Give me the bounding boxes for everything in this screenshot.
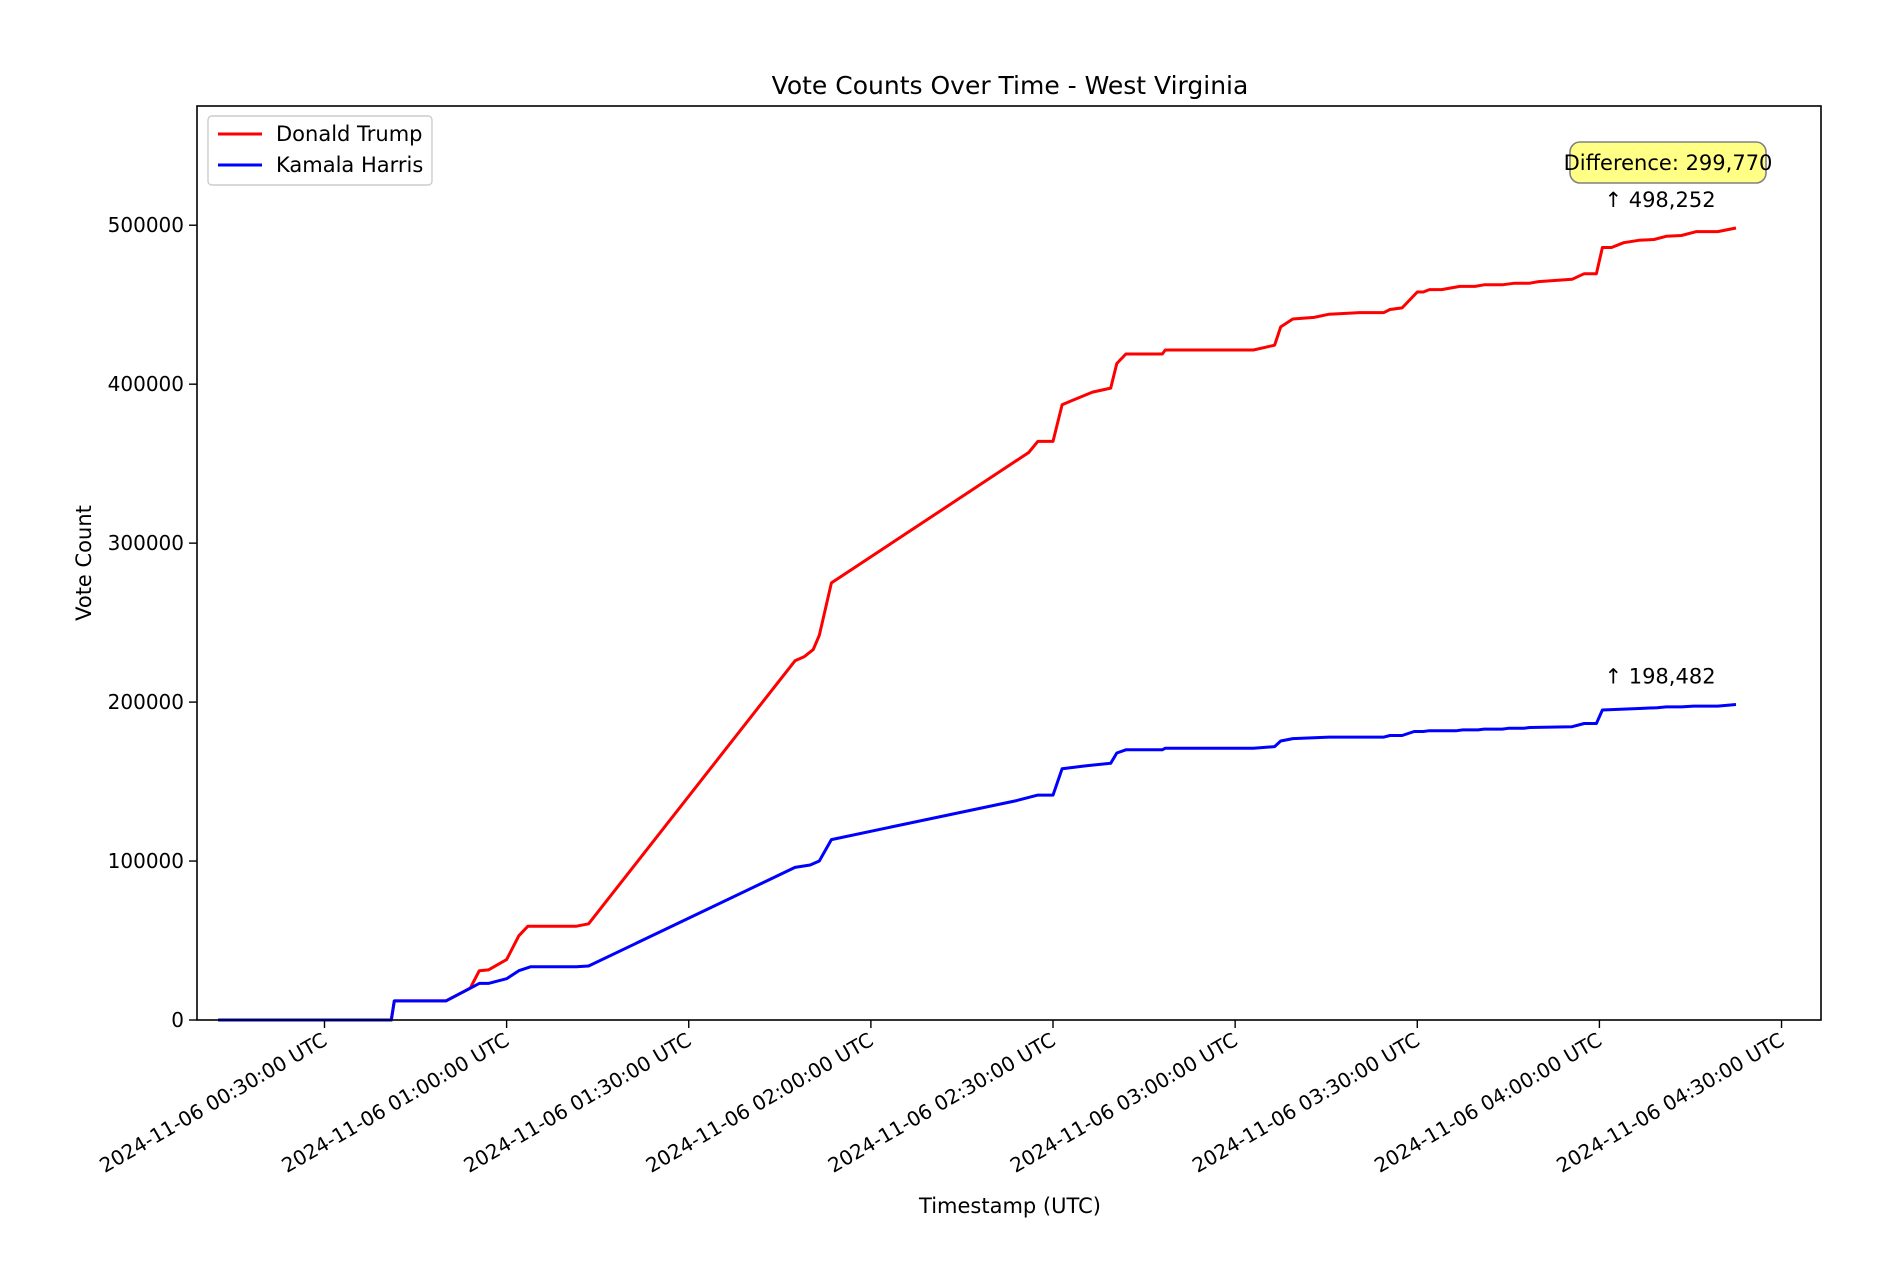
- legend: Donald Trump Kamala Harris: [207, 115, 433, 186]
- difference-box-label: Difference: 299,770: [1564, 151, 1773, 175]
- x-axis-title: Timestamp (UTC): [918, 1194, 1101, 1218]
- y-tick-label: 100000: [108, 849, 184, 873]
- chart-title: Vote Counts Over Time - West Virginia: [772, 71, 1249, 100]
- y-axis-title: Vote Count: [72, 505, 96, 621]
- plot-frame: [196, 105, 1822, 1021]
- series-line-donald-trump: [218, 226, 1737, 1022]
- series-layer: [218, 226, 1737, 1022]
- y-tick-label: 300000: [108, 531, 184, 555]
- y-tick-label: 200000: [108, 690, 184, 714]
- series-line-kamala-harris: [218, 703, 1737, 1022]
- difference-box: Difference: 299,770: [1564, 141, 1773, 184]
- legend-label-harris: Kamala Harris: [276, 153, 423, 177]
- final-value-label-trump: ↑ 498,252: [1604, 188, 1715, 212]
- legend-box: [207, 115, 433, 186]
- legend-label-trump: Donald Trump: [276, 122, 423, 146]
- final-value-label-harris: ↑ 198,482: [1604, 665, 1715, 689]
- y-axis-ticks: 0 100000 200000 300000 400000 500000: [108, 213, 197, 1032]
- y-tick-label: 0: [171, 1008, 184, 1032]
- difference-box-background: [1569, 141, 1767, 184]
- y-tick-label: 500000: [108, 213, 184, 237]
- y-tick-label: 400000: [108, 372, 184, 396]
